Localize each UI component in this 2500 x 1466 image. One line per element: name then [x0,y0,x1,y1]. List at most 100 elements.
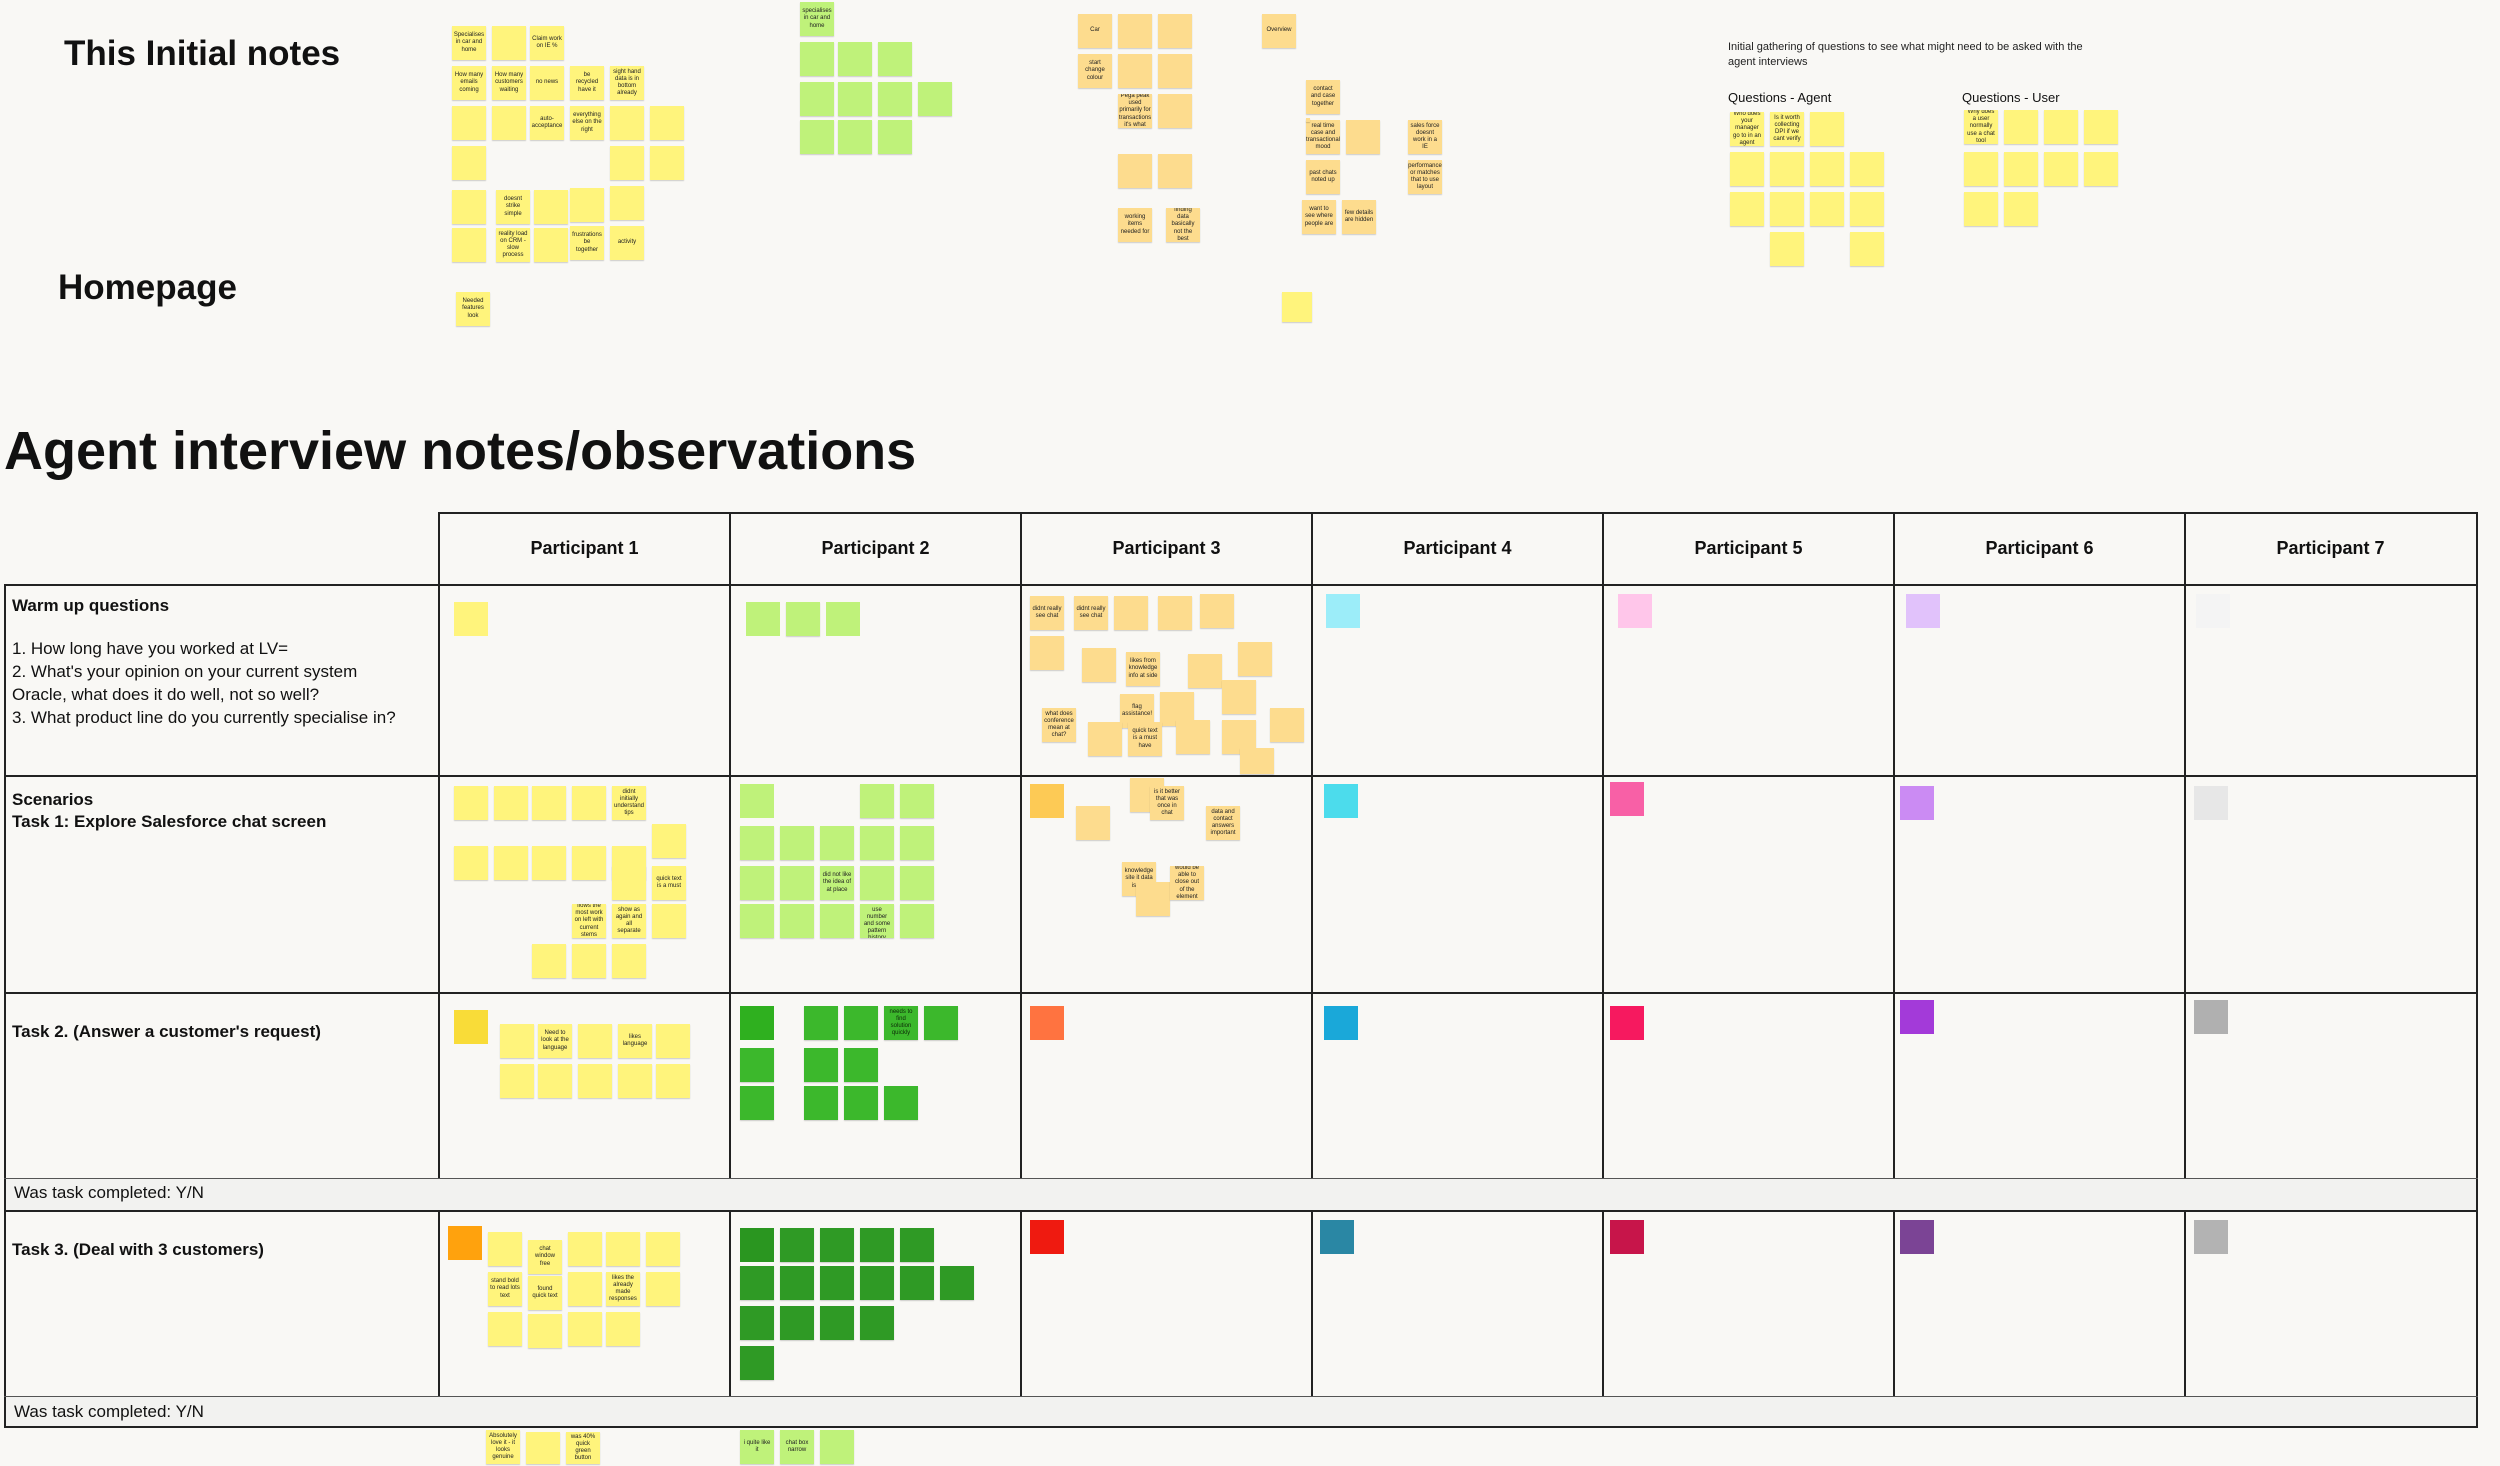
sticky-note[interactable] [1770,192,1804,226]
sticky-note[interactable] [740,1086,774,1120]
sticky-note[interactable] [1730,152,1764,186]
sticky-note[interactable] [1346,120,1380,154]
sticky-note[interactable]: activity [610,226,644,260]
sticky-note[interactable]: Absolutely love it - it looks genuine [486,1430,520,1464]
sticky-note[interactable]: everything else on the right [570,106,604,140]
sticky-note[interactable] [1240,748,1274,774]
sticky-note[interactable]: Claim work on IE % [530,26,564,60]
sticky-note[interactable]: Need to look at the language [538,1024,572,1058]
sticky-note[interactable] [572,846,606,880]
sticky-note[interactable] [2084,110,2118,144]
sticky-note[interactable] [740,866,774,900]
sticky-note[interactable]: flows the most work on left with current… [572,904,606,938]
sticky-note[interactable]: doesnt strike simple [496,190,530,224]
sticky-note[interactable] [918,82,952,116]
sticky-note[interactable] [860,826,894,860]
sticky-note[interactable] [1118,14,1152,48]
sticky-note[interactable]: contact and case together [1306,80,1340,114]
sticky-note[interactable] [1306,118,1310,122]
sticky-note[interactable] [1114,596,1148,630]
sticky-note[interactable] [800,82,834,116]
sticky-note[interactable] [454,786,488,820]
sticky-note[interactable]: show as again and all separate [612,904,646,938]
sticky-note[interactable]: didnt really see chat [1074,596,1108,630]
sticky-note[interactable] [656,1064,690,1098]
sticky-note[interactable] [606,1232,640,1266]
sticky-note[interactable]: Needed features look [456,292,490,326]
sticky-note[interactable] [492,106,526,140]
sticky-note[interactable] [1238,642,1272,676]
sticky-note[interactable] [578,1024,612,1058]
sticky-note[interactable]: what does conference mean at chat? [1042,708,1076,742]
sticky-note[interactable] [532,846,566,880]
sticky-note[interactable]: real time case and transactional mood [1306,120,1340,154]
sticky-note[interactable] [804,1006,838,1040]
sticky-note[interactable] [740,1266,774,1300]
sticky-note[interactable] [780,1306,814,1340]
sticky-note[interactable]: reality load on CRM - slow process [496,228,530,262]
sticky-note[interactable] [740,904,774,938]
sticky-note[interactable] [646,1232,680,1266]
sticky-note[interactable] [1850,152,1884,186]
sticky-note[interactable] [2004,192,2038,226]
sticky-note[interactable]: want to see where people are [1302,200,1336,234]
sticky-note[interactable] [800,120,834,154]
sticky-note[interactable]: specialises in car and home [800,2,834,36]
sticky-note[interactable]: Car [1078,14,1112,48]
sticky-note[interactable]: Who does your manager go to in an agent [1730,112,1764,146]
sticky-note[interactable] [1176,720,1210,754]
sticky-note[interactable] [804,1086,838,1120]
sticky-note[interactable] [844,1048,878,1082]
sticky-note[interactable] [610,146,644,180]
sticky-note[interactable] [578,1064,612,1098]
sticky-note[interactable] [538,1064,572,1098]
sticky-note[interactable]: didnt initially understand tips [612,786,646,820]
sticky-note[interactable] [494,786,528,820]
sticky-note[interactable] [2084,152,2118,186]
sticky-note[interactable] [572,944,606,978]
sticky-note[interactable] [1158,154,1192,188]
sticky-note[interactable] [652,824,686,858]
sticky-note[interactable] [860,1266,894,1300]
sticky-note[interactable]: How many customers waiting [492,66,526,100]
sticky-note[interactable]: data and contact answers important [1206,806,1240,840]
sticky-note[interactable]: past chats noted up [1306,160,1340,194]
sticky-note[interactable]: would be able to close out of the elemen… [1170,866,1204,900]
sticky-note[interactable] [2044,110,2078,144]
sticky-note[interactable] [924,1006,958,1040]
sticky-note[interactable] [1964,192,1998,226]
sticky-note[interactable] [860,784,894,818]
sticky-note[interactable] [900,904,934,938]
sticky-note[interactable]: didnt really see chat [1030,596,1064,630]
sticky-note[interactable] [528,1314,562,1348]
sticky-note[interactable] [780,1228,814,1262]
sticky-note[interactable] [820,904,854,938]
sticky-note[interactable] [838,82,872,116]
sticky-note[interactable] [884,1086,918,1120]
sticky-note[interactable]: likes the already made responses [606,1272,640,1306]
sticky-note[interactable] [900,1266,934,1300]
sticky-note[interactable] [878,42,912,76]
sticky-note[interactable] [740,1048,774,1082]
sticky-note[interactable] [820,826,854,860]
sticky-note[interactable] [786,602,820,636]
sticky-note[interactable] [568,1312,602,1346]
sticky-note[interactable] [838,120,872,154]
sticky-note[interactable] [2004,110,2038,144]
sticky-note[interactable] [1158,596,1192,630]
sticky-note[interactable] [1088,722,1122,756]
sticky-note[interactable] [612,944,646,978]
sticky-note[interactable] [534,228,568,262]
sticky-note[interactable] [532,786,566,820]
sticky-note[interactable] [838,42,872,76]
sticky-note[interactable] [500,1064,534,1098]
sticky-note[interactable]: chat window free [528,1240,562,1274]
sticky-note[interactable] [452,106,486,140]
sticky-note[interactable] [878,120,912,154]
sticky-note[interactable]: is it better that was once in chat [1150,786,1184,820]
sticky-note[interactable] [452,190,486,224]
sticky-note[interactable] [1118,154,1152,188]
sticky-note[interactable] [900,866,934,900]
sticky-note[interactable] [1810,192,1844,226]
sticky-note[interactable]: start change colour [1078,54,1112,88]
